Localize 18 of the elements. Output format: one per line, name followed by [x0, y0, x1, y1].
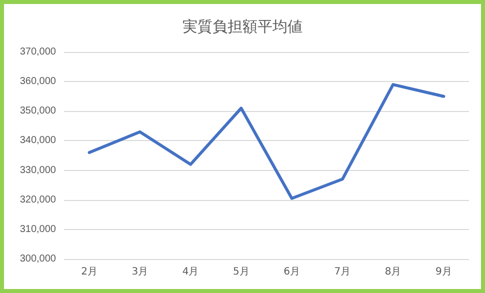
x-tick-label: 3月: [132, 266, 148, 278]
y-tick-label: 320,000: [20, 194, 56, 206]
x-tick-label: 6月: [284, 266, 300, 278]
x-tick-label: 7月: [334, 266, 351, 278]
y-tick-label: 330,000: [20, 164, 56, 176]
line-series: [88, 83, 446, 200]
chart-title: 実質負担額平均値: [182, 18, 302, 36]
y-tick-label: 310,000: [20, 224, 56, 235]
x-tick-label: 9月: [436, 266, 452, 278]
y-tick-label: 350,000: [20, 106, 56, 117]
y-tick-label: 370,000: [20, 46, 56, 58]
y-tick-label: 360,000: [20, 76, 56, 88]
y-tick-label: 300,000: [20, 254, 56, 264]
y-tick-label: 340,000: [20, 135, 56, 146]
x-tick-label: 4月: [182, 266, 199, 278]
x-tick-label: 8月: [384, 266, 402, 278]
x-tick-label: 5月: [233, 266, 250, 278]
x-tick-label: 2月: [81, 266, 98, 278]
